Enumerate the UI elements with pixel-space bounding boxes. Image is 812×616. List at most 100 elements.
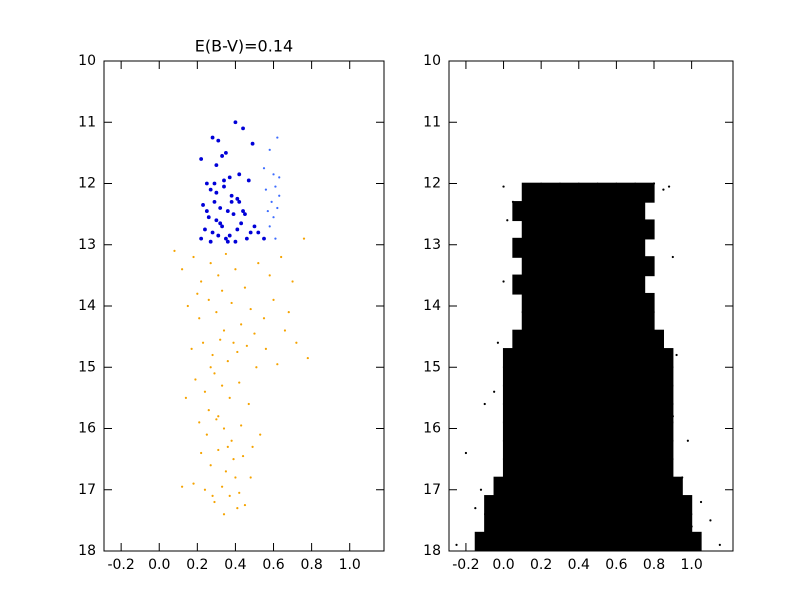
point [578, 458, 599, 479]
point [496, 341, 500, 344]
point [264, 188, 268, 191]
point [234, 268, 237, 271]
point [662, 188, 665, 191]
point [205, 433, 208, 436]
point [662, 531, 683, 551]
y-tick-label: 12 [78, 176, 96, 192]
point [615, 366, 636, 387]
plot-area [173, 120, 309, 516]
point [606, 201, 627, 222]
point [207, 409, 210, 412]
point [625, 237, 646, 258]
point [521, 421, 542, 442]
point [681, 531, 702, 551]
x-tick-label: 1.0 [339, 557, 361, 573]
point [521, 311, 542, 332]
y-tick-label: 10 [423, 53, 441, 69]
point [596, 495, 617, 516]
point [653, 495, 674, 516]
point [671, 255, 674, 259]
point [596, 256, 617, 277]
point [718, 543, 721, 546]
point [615, 311, 636, 332]
point [266, 209, 269, 213]
point [220, 154, 224, 158]
point [652, 182, 656, 185]
point [464, 451, 468, 455]
point [200, 451, 203, 455]
point [512, 201, 533, 222]
point [196, 292, 199, 295]
point [215, 418, 218, 421]
point [207, 298, 210, 301]
point [559, 219, 580, 240]
y-tick-label: 17 [78, 482, 96, 498]
point [278, 176, 281, 179]
axes: 10 11 12 13 14 15 16 17 18 -0.2 0.0 0.2 0.4 0.6 0.8 1.0… [78, 37, 385, 573]
point [240, 323, 243, 326]
point [606, 476, 627, 497]
point [295, 341, 298, 344]
point [264, 347, 268, 350]
point [173, 249, 176, 252]
point [256, 230, 261, 235]
point [568, 531, 589, 551]
point [540, 311, 561, 332]
point [568, 476, 589, 497]
point [653, 439, 674, 460]
point [634, 292, 655, 313]
point [644, 476, 665, 497]
point [559, 403, 580, 424]
point [549, 476, 570, 497]
point [199, 157, 204, 161]
point [246, 178, 251, 183]
point [502, 439, 523, 460]
point [549, 274, 570, 295]
point [502, 384, 523, 405]
point [512, 329, 533, 350]
point [233, 239, 238, 244]
point [625, 476, 646, 497]
point [606, 329, 627, 350]
point [211, 494, 214, 497]
point [606, 237, 627, 258]
point [253, 332, 256, 335]
point [217, 415, 220, 418]
point [540, 366, 561, 387]
point [587, 237, 608, 258]
y-tick-label: 15 [423, 359, 441, 375]
point [699, 500, 703, 504]
y-tick-label: 14 [78, 298, 96, 314]
axes: 10 11 12 13 14 15 16 17 18 -0.2 0.0 0.2 0.4 0.6 0.8 1.0 [423, 53, 734, 573]
x-tick-label: 0.8 [643, 557, 665, 573]
point [479, 488, 483, 491]
point [203, 227, 207, 232]
point [540, 439, 561, 460]
point [634, 513, 655, 534]
point [224, 470, 228, 473]
point [653, 366, 674, 387]
point [625, 531, 646, 551]
point [606, 531, 627, 551]
point [234, 476, 237, 479]
point [596, 384, 617, 405]
point [615, 403, 636, 424]
point [236, 350, 239, 354]
point [596, 292, 617, 313]
x-tick-label: -0.2 [452, 557, 479, 573]
point [230, 439, 233, 442]
point [252, 224, 257, 229]
point [502, 403, 523, 424]
point [203, 488, 207, 491]
point [502, 513, 523, 534]
point [211, 353, 214, 357]
point [241, 454, 245, 458]
y-tick-label: 15 [78, 359, 96, 375]
point [204, 209, 209, 213]
point [615, 182, 636, 203]
point [180, 268, 184, 271]
point [276, 136, 279, 139]
point [540, 219, 561, 240]
point [250, 141, 255, 146]
